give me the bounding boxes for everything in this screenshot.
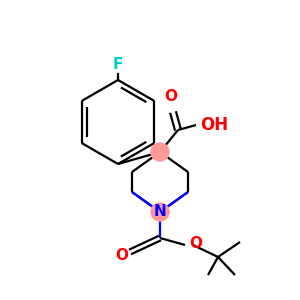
Circle shape [151, 143, 169, 161]
Text: O: O [116, 248, 128, 263]
Text: O: O [164, 89, 178, 104]
Text: O: O [189, 236, 202, 250]
Text: N: N [154, 205, 166, 220]
Text: F: F [113, 57, 123, 72]
Text: OH: OH [200, 116, 228, 134]
Circle shape [151, 203, 169, 221]
